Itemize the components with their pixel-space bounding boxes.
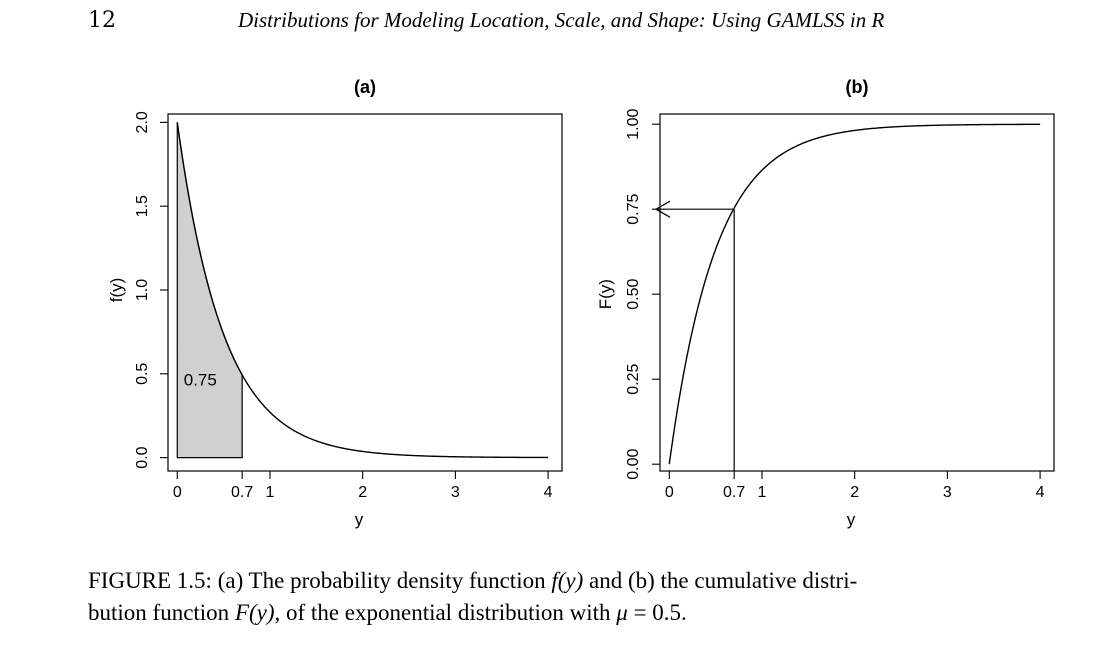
x-tick-label: 3 [451,484,460,501]
y-tick-label: 0.25 [625,364,642,395]
x-tick-label: 0 [665,484,674,501]
plot-frame [659,113,1055,472]
panel-a: 0.75 (a) 0 0.7 1 2 3 4 y 0.0 0.5 1.0 1.5 2.0 f(y) [107,77,563,529]
x-tick-label: 2 [358,484,367,501]
y-tick-label: 0.5 [134,363,151,385]
x-tick-label: 0 [173,484,182,501]
caption-tail: = 0.5. [627,600,687,625]
x-tick-label: 2 [850,484,859,501]
caption-f-symbol: f(y) [551,568,584,593]
panel-title: (a) [354,77,376,97]
y-tick-label: 0.0 [134,446,151,468]
y-tick-label: 0.75 [625,194,642,225]
caption-mid1: and (b) the cumulative distri- [583,568,858,593]
y-tick-label: 0.00 [625,449,642,480]
caption-mid2: bution function [88,600,235,625]
plot-frame [167,113,563,472]
x-axis-label: y [355,510,364,529]
x-tick-label: 1 [758,484,767,501]
figure-1-5: 0.75 (a) 0 0.7 1 2 3 4 y 0.0 0.5 1.0 1.5 2.0 f(y) (b) 0… [107,77,1055,529]
y-tick-label: 1.0 [134,279,151,301]
panel-title: (b) [846,77,869,97]
y-tick-label: 1.5 [134,195,151,217]
density-curve [176,122,549,459]
x-tick-label: 3 [943,484,952,501]
panel-b: (b) 0 0.7 1 2 3 4 y 0.00 0.25 0.50 0.75 1.00 F(y) [596,77,1055,529]
page-number: 12 [88,8,116,33]
caption-mid3: , of the exponential distribution with [274,600,617,625]
caption-F-symbol: F(y) [234,600,275,625]
x-tick-label: 4 [1036,484,1045,501]
cdf-curve [668,123,1041,465]
y-tick-label: 2.0 [134,111,151,133]
shaded-area-label: 0.75 [184,371,217,390]
caption-lead: FIGURE 1.5: (a) The probability density … [88,568,552,593]
figure-caption: FIGURE 1.5: (a) The probability density … [88,565,1078,629]
y-axis-label: F(y) [596,279,615,309]
x-tick-label: 1 [266,484,275,501]
y-axis-label: f(y) [107,278,126,303]
x-tick-label: 0.7 [723,484,745,501]
x-tick-label: 0.7 [231,484,253,501]
y-tick-label: 0.50 [625,279,642,310]
running-header: Distributions for Modeling Location, Sca… [238,8,885,32]
x-axis-label: y [847,510,856,529]
caption-mu-symbol: μ [616,600,628,625]
x-tick-label: 4 [544,484,553,501]
y-tick-label: 1.00 [625,109,642,140]
